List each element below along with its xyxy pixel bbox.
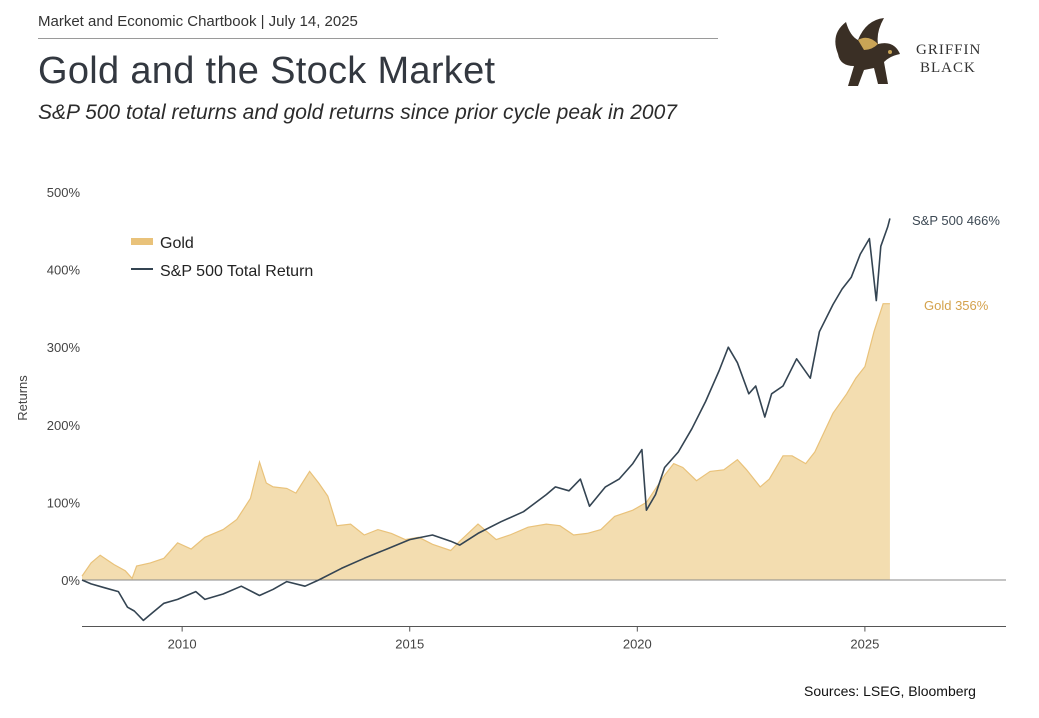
- page-title: Gold and the Stock Market: [38, 50, 496, 92]
- x-tick-label: 2010: [168, 637, 197, 652]
- y-tick-label: 500%: [47, 185, 81, 200]
- header-divider: [38, 38, 718, 39]
- sources-note: Sources: LSEG, Bloomberg: [804, 683, 976, 699]
- y-axis-label: Returns: [15, 375, 30, 421]
- chartbook-header: Market and Economic Chartbook | July 14,…: [38, 13, 358, 30]
- logo-text-griffin: GRIFFIN: [916, 42, 982, 58]
- griffin-black-logo: GRIFFIN BLACK: [828, 14, 988, 94]
- y-tick-label: 400%: [47, 263, 81, 278]
- y-tick-label: 100%: [47, 495, 81, 510]
- x-axis-ticks: 2010 2015 2020 2025: [168, 626, 879, 652]
- legend-swatch-gold: [131, 238, 153, 245]
- y-tick-label: 300%: [47, 340, 81, 355]
- x-tick-label: 2020: [623, 637, 652, 652]
- x-tick-label: 2025: [850, 637, 879, 652]
- legend-label-gold: Gold: [160, 235, 194, 252]
- legend-label-sp500: S&P 500 Total Return: [160, 263, 313, 280]
- sp500-line-series: [81, 218, 891, 622]
- gold-area-series: [82, 303, 890, 580]
- legend: Gold S&P 500 Total Return: [131, 235, 313, 280]
- sp500-end-label: S&P 500 466%: [912, 213, 1000, 228]
- logo-text-black: BLACK: [920, 60, 976, 76]
- x-tick-label: 2015: [395, 637, 424, 652]
- y-tick-label: 200%: [47, 418, 81, 433]
- griffin-emblem-icon: [835, 18, 900, 86]
- gold-area-outline: [81, 303, 890, 580]
- gold-end-label: Gold 356%: [924, 298, 989, 313]
- y-tick-label: 0%: [61, 573, 80, 588]
- returns-chart: 500%400%300%200%100%0% 2010 2015 2020 2025 …: [15, 185, 1006, 652]
- page-subtitle: S&P 500 total returns and gold returns s…: [38, 101, 677, 124]
- y-axis-ticks: 500% 400% 300% 200% 100% 0%: [47, 185, 81, 588]
